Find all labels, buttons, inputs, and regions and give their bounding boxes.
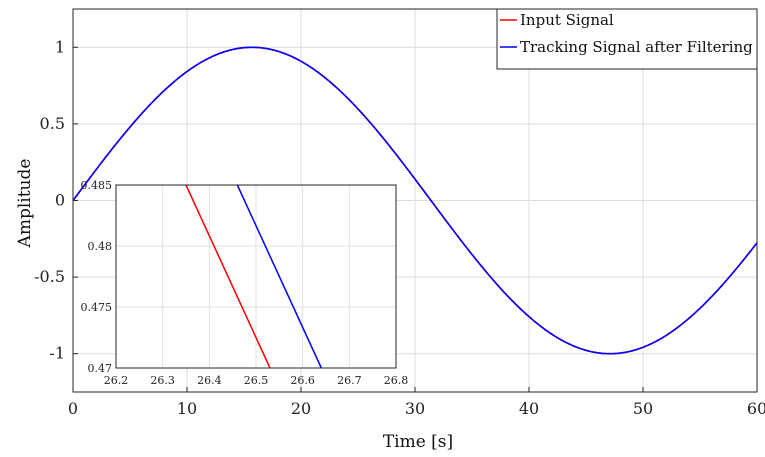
x-axis-label: Time [s] bbox=[383, 432, 453, 452]
inset-plot-frame bbox=[115, 184, 397, 369]
y-tick-label: -0.5 bbox=[34, 267, 65, 286]
x-tick-label: 60 bbox=[747, 399, 765, 418]
inset-y-tick-label: 0.485 bbox=[81, 179, 113, 192]
inset-x-tick-label: 26.7 bbox=[337, 374, 362, 387]
y-tick-label: 0.5 bbox=[40, 114, 65, 133]
legend-box bbox=[496, 8, 758, 70]
x-tick-label: 0 bbox=[68, 399, 78, 418]
inset-series-line-tracking-signal bbox=[236, 184, 323, 369]
legend-label-input-signal: Input Signal bbox=[520, 11, 614, 29]
inset-x-tick-label: 26.6 bbox=[290, 374, 315, 387]
y-tick-label: -1 bbox=[49, 344, 65, 363]
x-tick-label: 20 bbox=[291, 399, 311, 418]
y-tick-label: 0 bbox=[55, 191, 65, 210]
y-tick-label: 1 bbox=[55, 37, 65, 56]
legend: Input Signal Tracking Signal after Filte… bbox=[496, 8, 758, 70]
inset-x-tick-label: 26.8 bbox=[384, 374, 409, 387]
y-axis-label: Amplitude bbox=[15, 159, 35, 249]
main-curves bbox=[72, 46, 758, 355]
inset-x-tick-label: 26.5 bbox=[244, 374, 269, 387]
inset-y-tick-label: 0.48 bbox=[88, 240, 113, 253]
inset-x-tick-label: 26.3 bbox=[150, 374, 175, 387]
main-tick-labels: 0 10 20 30 40 50 60 1 0.5 0 -0.5 -1 bbox=[34, 37, 765, 418]
inset-y-tick-label: 0.475 bbox=[81, 301, 113, 314]
inset-tick-labels: 26.2 26.3 26.4 26.5 26.6 26.7 26.8 0.485 0.48 0.4… bbox=[81, 179, 409, 387]
inset-curves bbox=[185, 184, 323, 369]
x-tick-label: 50 bbox=[633, 399, 653, 418]
inset-x-tick-label: 26.4 bbox=[197, 374, 222, 387]
legend-label-tracking-signal: Tracking Signal after Filtering bbox=[520, 38, 753, 56]
inset-y-tick-label: 0.47 bbox=[88, 362, 113, 375]
inset-x-tick-label: 26.2 bbox=[104, 374, 129, 387]
x-tick-label: 40 bbox=[519, 399, 539, 418]
inset-series-line-input-signal bbox=[185, 184, 271, 369]
series-line-tracking-signal bbox=[72, 46, 758, 355]
x-tick-label: 10 bbox=[177, 399, 197, 418]
x-tick-label: 30 bbox=[405, 399, 425, 418]
